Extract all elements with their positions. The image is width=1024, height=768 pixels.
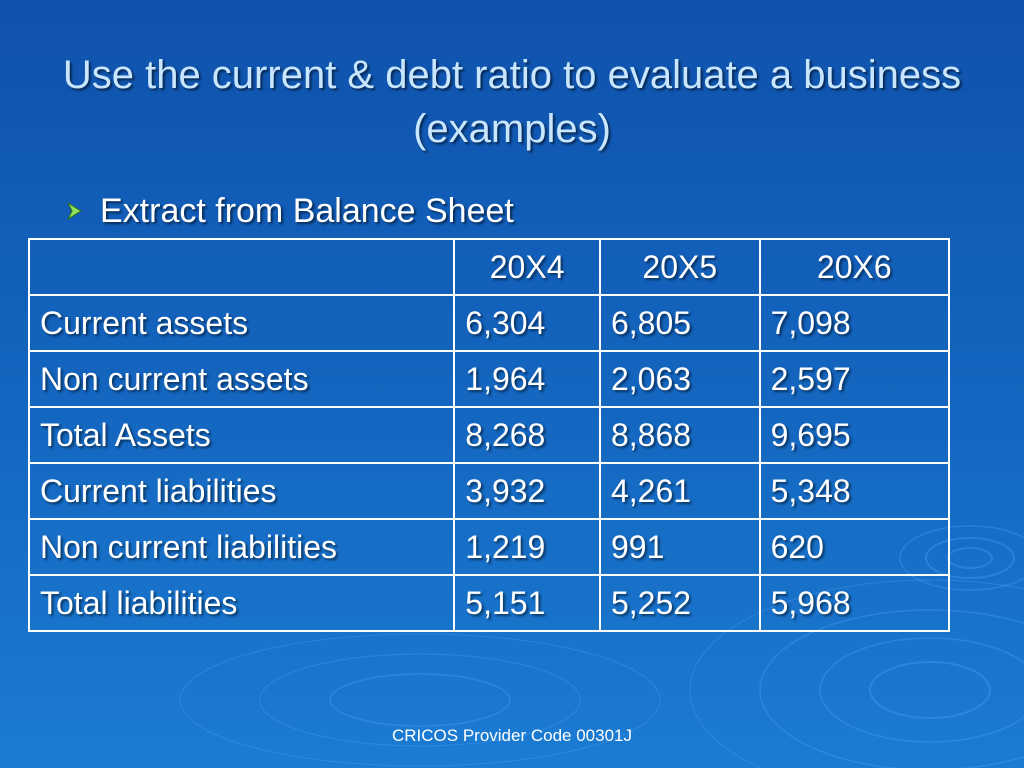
arrow-bullet-icon bbox=[66, 201, 82, 221]
table-row: Non current liabilities 1,219 991 620 bbox=[27, 518, 951, 576]
row-label: Non current assets bbox=[27, 350, 456, 408]
table-cell: 5,151 bbox=[453, 574, 601, 632]
table-row: Total Assets 8,268 8,868 9,695 bbox=[27, 406, 951, 464]
table-header-cell: 20X6 bbox=[758, 238, 951, 296]
table-cell: 991 bbox=[598, 518, 761, 576]
table-header-cell: 20X4 bbox=[453, 238, 601, 296]
table-header-cell bbox=[27, 238, 456, 296]
footer-text: CRICOS Provider Code 00301J bbox=[391, 726, 632, 745]
table-row: Non current assets 1,964 2,063 2,597 bbox=[27, 350, 951, 408]
table-cell: 3,932 bbox=[453, 462, 601, 520]
table-cell: 2,597 bbox=[758, 350, 951, 408]
row-label: Current liabilities bbox=[27, 462, 456, 520]
table-cell: 8,868 bbox=[598, 406, 761, 464]
table-cell: 1,964 bbox=[453, 350, 601, 408]
table-header-row: 20X4 20X5 20X6 bbox=[27, 238, 951, 296]
table-row: Current assets 6,304 6,805 7,098 bbox=[27, 294, 951, 352]
table-cell: 4,261 bbox=[598, 462, 761, 520]
bullet-item: Extract from Balance Sheet bbox=[64, 188, 514, 234]
table-header-cell: 20X5 bbox=[598, 238, 761, 296]
bullet-text: Extract from Balance Sheet bbox=[100, 191, 514, 230]
slide-title: Use the current & debt ratio to evaluate… bbox=[62, 53, 962, 151]
table-cell: 1,219 bbox=[453, 518, 601, 576]
table-cell: 6,805 bbox=[598, 294, 761, 352]
table-cell: 9,695 bbox=[758, 406, 951, 464]
table-row: Total liabilities 5,151 5,252 5,968 bbox=[27, 574, 951, 632]
table-cell: 2,063 bbox=[598, 350, 761, 408]
table-cell: 8,268 bbox=[453, 406, 601, 464]
balance-sheet-table: 20X4 20X5 20X6 Current assets 6,304 6,80… bbox=[27, 238, 951, 632]
table-row: Current liabilities 3,932 4,261 5,348 bbox=[27, 462, 951, 520]
table-cell: 7,098 bbox=[758, 294, 951, 352]
row-label: Total Assets bbox=[27, 406, 456, 464]
table-cell: 620 bbox=[758, 518, 951, 576]
row-label: Current assets bbox=[27, 294, 456, 352]
table-cell: 5,348 bbox=[758, 462, 951, 520]
row-label: Total liabilities bbox=[27, 574, 456, 632]
table-cell: 5,968 bbox=[758, 574, 951, 632]
row-label: Non current liabilities bbox=[27, 518, 456, 576]
table-cell: 6,304 bbox=[453, 294, 601, 352]
table-cell: 5,252 bbox=[598, 574, 761, 632]
